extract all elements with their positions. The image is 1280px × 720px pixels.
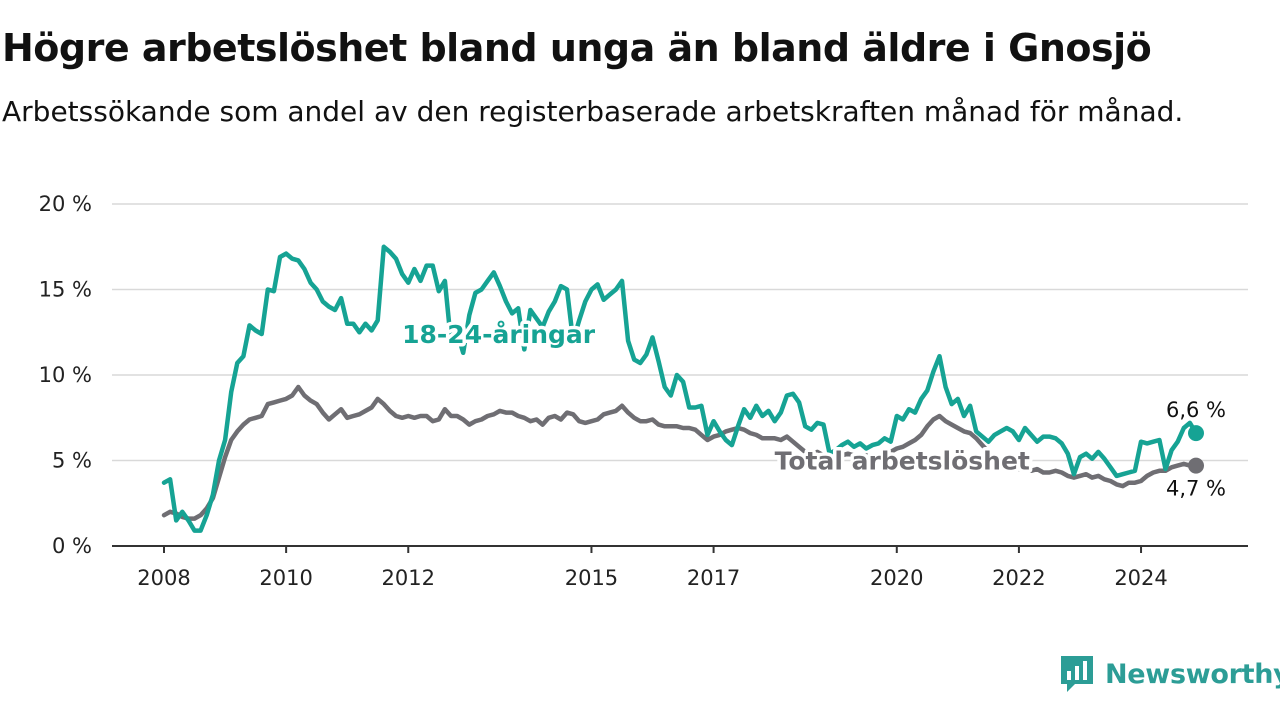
series-line bbox=[161, 244, 1199, 533]
brand-name: Newsworthy bbox=[1105, 658, 1280, 690]
newsworthy-logo-icon bbox=[1061, 656, 1093, 692]
x-tick-label: 2010 bbox=[259, 566, 312, 590]
end-value-label: 4,7 % bbox=[1166, 477, 1226, 501]
gridlines bbox=[112, 203, 1248, 462]
series-end-point bbox=[1188, 425, 1204, 442]
y-tick-label: 20 % bbox=[39, 192, 92, 216]
series-label: Total arbetslöshet bbox=[775, 447, 1030, 476]
y-tick-label: 5 % bbox=[52, 449, 92, 473]
series-label: 18-24-åringar bbox=[402, 320, 596, 349]
x-tick-label: 2022 bbox=[992, 566, 1045, 590]
x-tick-label: 2008 bbox=[137, 566, 190, 590]
chart-title: Högre arbetslöshet bland unga än bland ä… bbox=[2, 26, 1152, 70]
y-tick-label: 10 % bbox=[39, 363, 92, 387]
line-chart: 0 %5 %10 %15 %20 % 2008 2010 2012 2015 2017 2… bbox=[39, 192, 1248, 590]
chart-subtitle: Arbetssökande som andel av den registerb… bbox=[2, 95, 1184, 128]
series-labels: 18-24-åringar Total arbetslöshet 6,6 % 4,7 … bbox=[399, 316, 1226, 501]
series-end-point bbox=[1188, 457, 1204, 474]
series-line bbox=[161, 384, 1199, 521]
end-value-label: 6,6 % bbox=[1166, 398, 1226, 422]
x-tick-label: 2015 bbox=[565, 566, 618, 590]
y-tick-label: 0 % bbox=[52, 534, 92, 558]
series-lines bbox=[161, 244, 1204, 533]
x-tick-label: 2017 bbox=[687, 566, 740, 590]
y-axis-ticks: 0 % 5 % 10 % 15 % 20 % bbox=[39, 192, 92, 558]
x-tick-label: 2012 bbox=[382, 566, 435, 590]
y-tick-label: 15 % bbox=[39, 278, 92, 302]
x-axis: 2008 2010 2012 2015 2017 2020 2022 2024 bbox=[112, 545, 1248, 590]
x-tick-label: 2020 bbox=[870, 566, 923, 590]
x-tick-label: 2024 bbox=[1114, 566, 1167, 590]
brand-logo: Newsworthy bbox=[1059, 654, 1280, 694]
